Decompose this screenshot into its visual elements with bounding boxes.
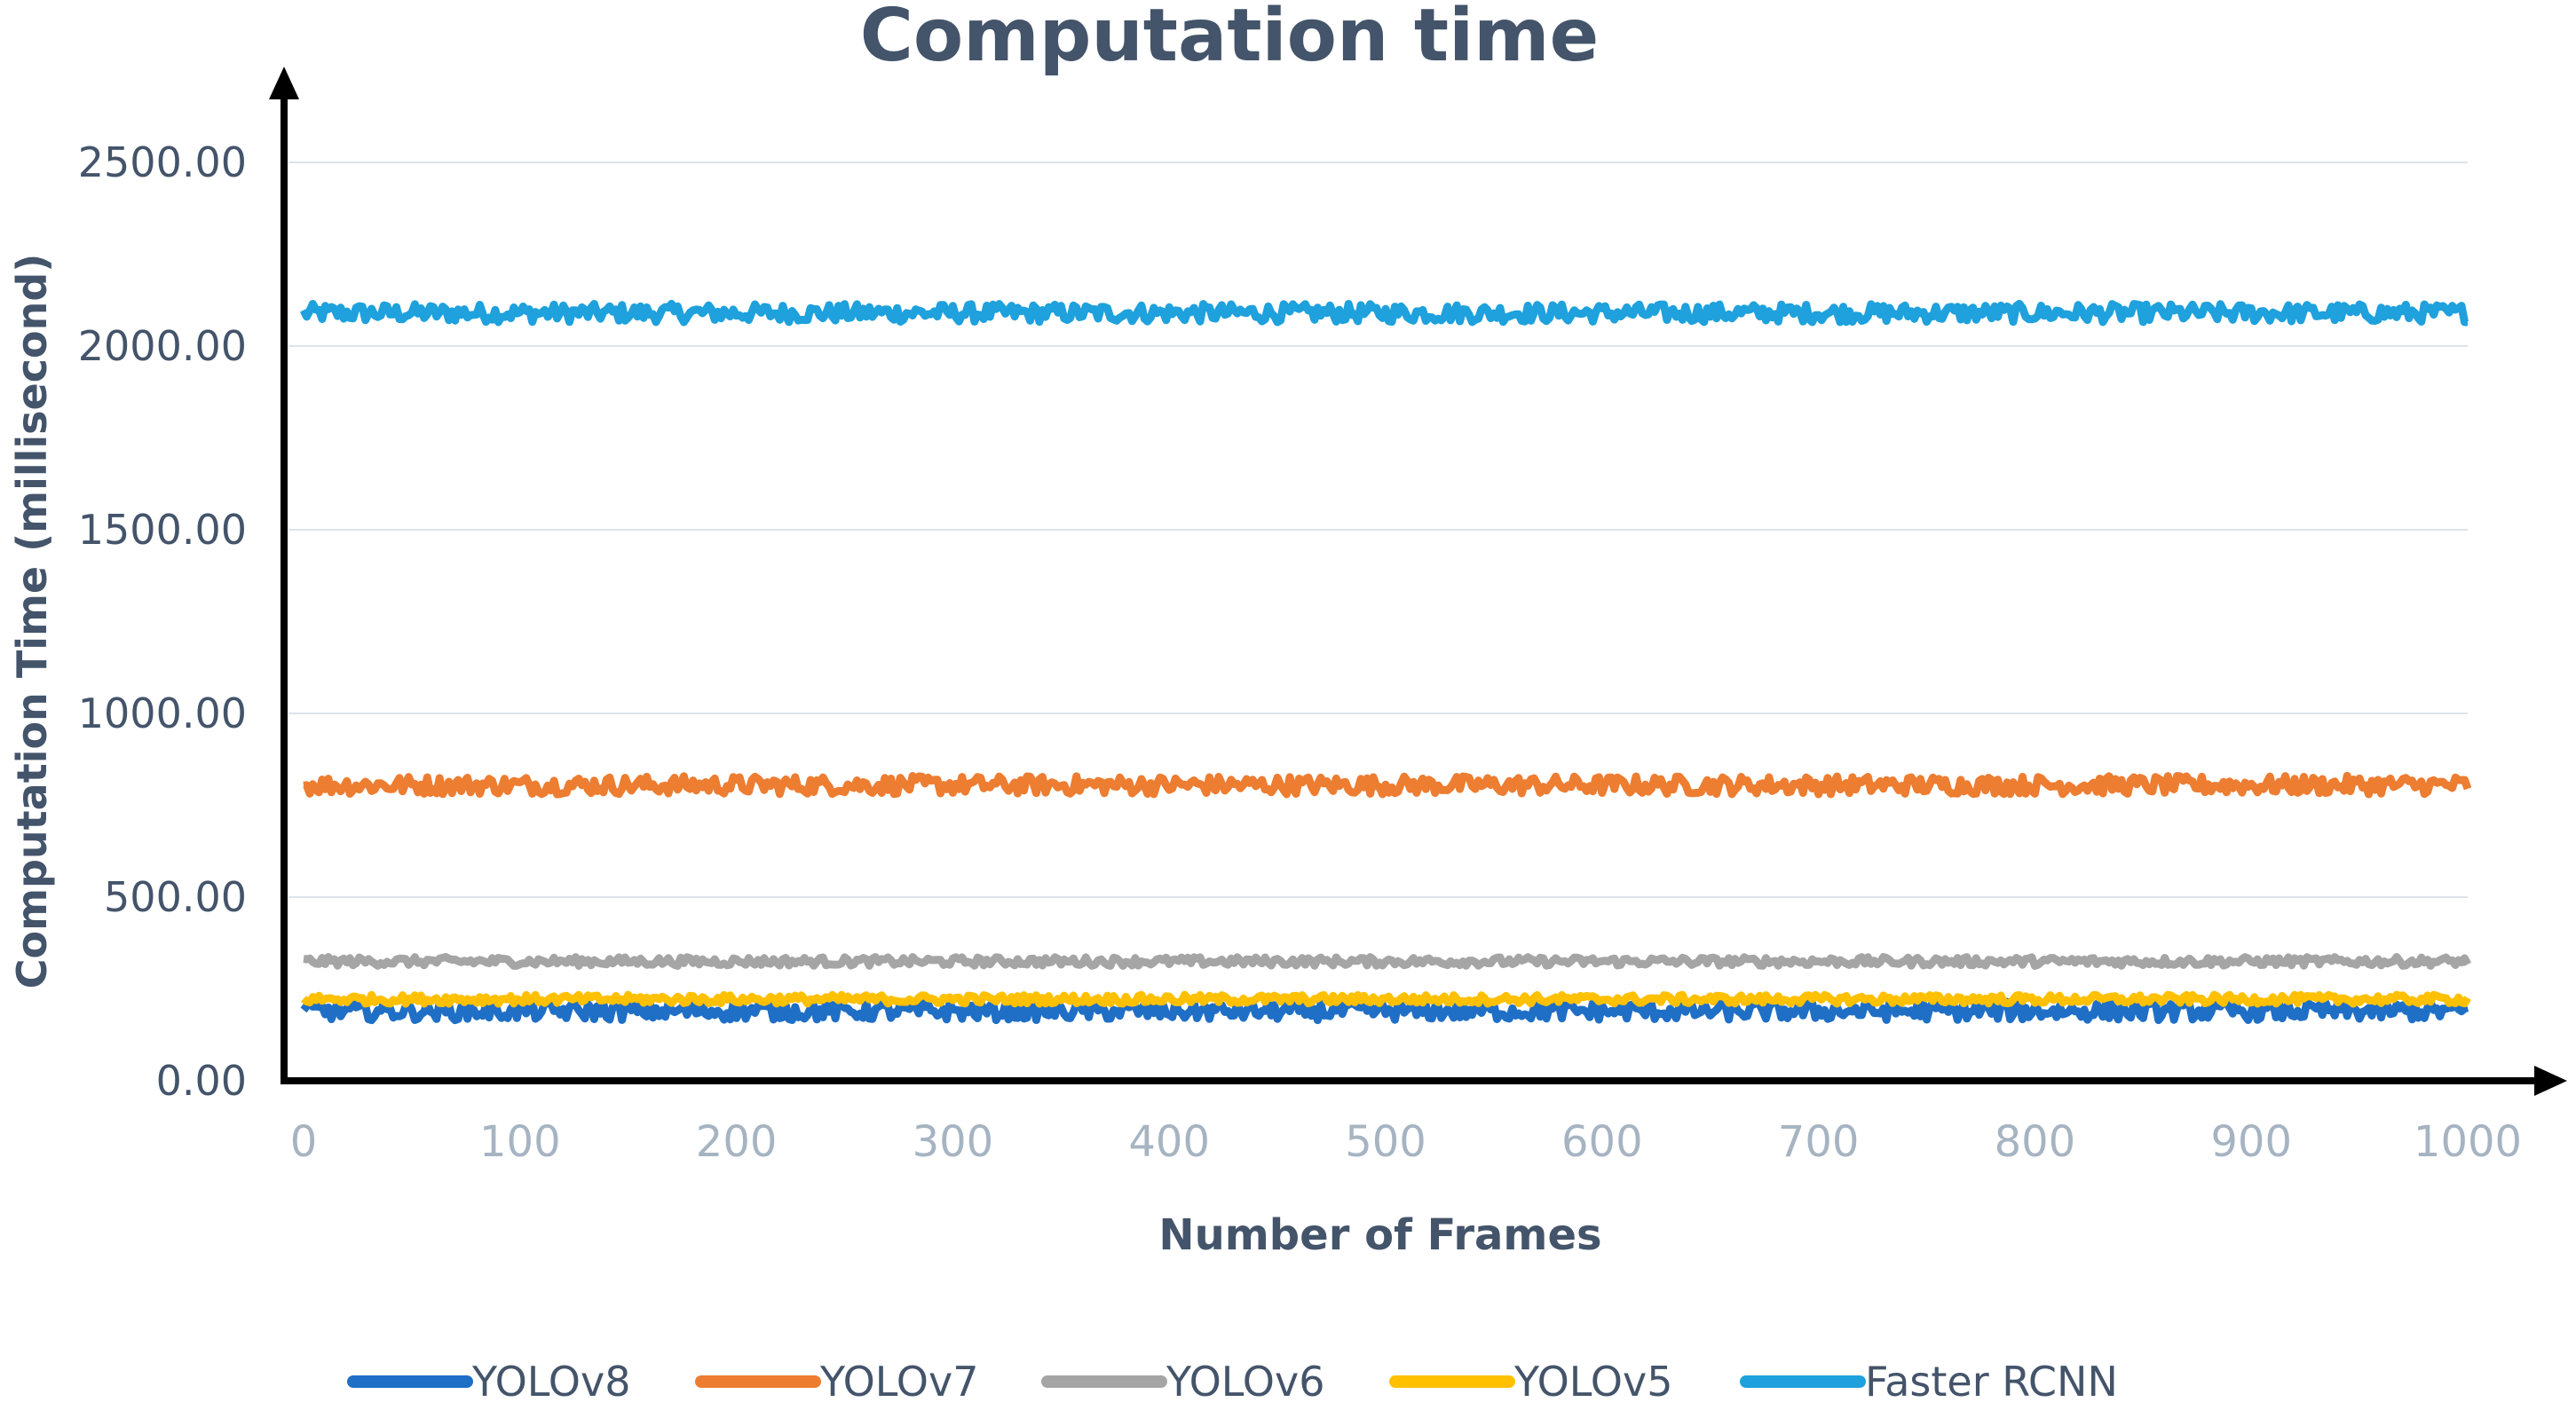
- x-tick-label: 300: [913, 1117, 994, 1167]
- y-axis-arrow: [269, 67, 299, 99]
- series-line-yolov6: [303, 953, 2472, 970]
- x-tick-label: 500: [1345, 1117, 1426, 1167]
- x-tick-label: 700: [1778, 1117, 1860, 1167]
- x-tick-label: 200: [696, 1117, 778, 1167]
- y-tick-label: 2500.00: [78, 138, 247, 186]
- y-tick-labels: 0.00 500.00 1000.00 1500.00 2000.00 2500.00: [78, 138, 247, 1105]
- legend-label: YOLOv5: [1513, 1358, 1672, 1406]
- chart-title: Computation time: [860, 0, 1600, 78]
- x-axis-label: Number of Frames: [1158, 1210, 1601, 1260]
- x-tick-label: 100: [479, 1117, 561, 1167]
- series-line-faster-rcnn: [299, 299, 2469, 327]
- legend-label: Faster RCNN: [1865, 1358, 2118, 1406]
- series-line-yolov8: [300, 997, 2469, 1025]
- series-line-yolov5: [300, 990, 2471, 1008]
- legend-label: YOLOv8: [471, 1358, 630, 1406]
- series-line-yolov7: [303, 771, 2472, 799]
- x-tick-label: 900: [2210, 1117, 2292, 1167]
- y-tick-label: 0.00: [156, 1057, 247, 1105]
- legend-label: YOLOv7: [819, 1358, 978, 1406]
- y-tick-label: 1000.00: [78, 689, 247, 737]
- legend-label: YOLOv6: [1166, 1358, 1324, 1406]
- legend: YOLOv8 YOLOv7 YOLOv6 YOLOv5 Faster RCNN: [347, 1358, 2118, 1406]
- x-tick-label: 400: [1128, 1117, 1210, 1167]
- x-tick-label: 1000: [2414, 1117, 2522, 1167]
- x-tick-label: 600: [1561, 1117, 1643, 1167]
- gridlines: [288, 161, 2468, 898]
- y-tick-label: 500.00: [104, 873, 247, 921]
- series-lines: [299, 299, 2472, 1025]
- y-tick-label: 2000.00: [78, 322, 247, 370]
- x-tick-label: 0: [290, 1117, 318, 1167]
- x-tick-labels: 0 100 200 300 400 500 600 700 800 900 1000: [290, 1117, 2522, 1167]
- y-tick-label: 1500.00: [78, 506, 247, 554]
- x-tick-label: 800: [1995, 1117, 2076, 1167]
- x-axis-arrow: [2534, 1066, 2567, 1096]
- y-axis-label: Computation Time (millisecond): [8, 254, 56, 989]
